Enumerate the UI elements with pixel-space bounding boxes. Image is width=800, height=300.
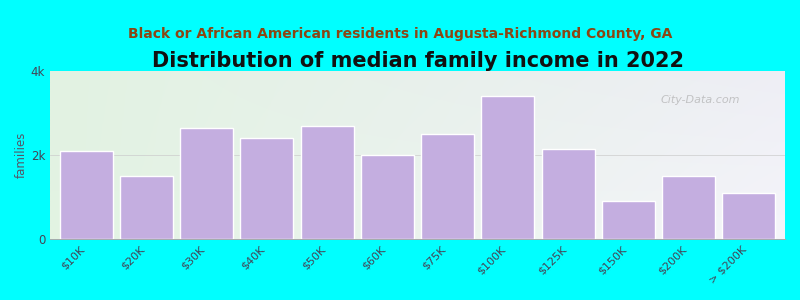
Bar <box>120 176 173 239</box>
Title: Distribution of median family income in 2022: Distribution of median family income in … <box>151 51 683 71</box>
Bar <box>301 126 354 239</box>
Bar <box>421 134 474 239</box>
Bar <box>602 201 655 239</box>
Text: Black or African American residents in Augusta-Richmond County, GA: Black or African American residents in A… <box>128 27 672 41</box>
Bar <box>361 155 414 239</box>
Text: City-Data.com: City-Data.com <box>660 94 739 105</box>
Bar <box>662 176 715 239</box>
Bar <box>542 149 594 239</box>
Y-axis label: families: families <box>15 132 28 178</box>
Bar <box>240 138 294 239</box>
Bar <box>722 193 775 239</box>
Bar <box>60 151 113 239</box>
Bar <box>482 96 534 239</box>
Bar <box>180 128 233 239</box>
